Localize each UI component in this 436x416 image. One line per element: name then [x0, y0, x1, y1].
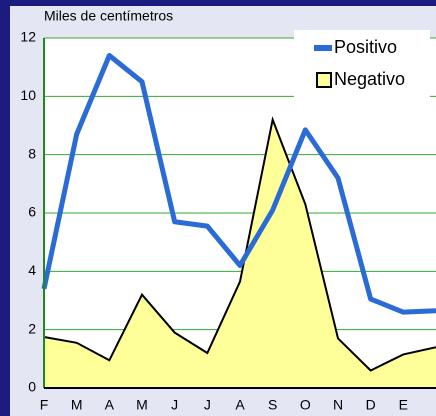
x-tick-label: A [235, 397, 245, 413]
x-tick-label: J [171, 397, 178, 413]
line [41, 53, 436, 315]
x-tick-label: O [300, 397, 311, 413]
y-tick-label: 10 [20, 87, 36, 103]
x-tick-label: J [204, 397, 211, 413]
area-outline [43, 116, 436, 372]
y-tick-label: 4 [28, 262, 36, 278]
y-axis-label: Miles de centímetros [44, 8, 173, 24]
legend-box [294, 30, 430, 100]
y-tick-label: 0 [28, 379, 36, 395]
x-tick-label: F [40, 397, 49, 413]
y-tick-label: 2 [28, 320, 36, 336]
x-tick-label: E [399, 397, 408, 413]
y-tick-label: 8 [28, 145, 36, 161]
y-tick-label: 6 [28, 204, 36, 220]
x-tick-label: N [333, 397, 343, 413]
y-tick-label: 12 [20, 29, 36, 45]
area [44, 119, 436, 389]
legend-label: Negativo [334, 69, 405, 89]
x-tick-label: M [71, 397, 83, 413]
legend-swatch [316, 72, 332, 88]
x-tick-label: A [105, 397, 115, 413]
x-tick-label: S [268, 397, 277, 413]
legend-label: Positivo [334, 37, 397, 57]
legend-swatch [314, 45, 332, 51]
x-tick-label: M [136, 397, 148, 413]
x-tick-label: D [366, 397, 376, 413]
